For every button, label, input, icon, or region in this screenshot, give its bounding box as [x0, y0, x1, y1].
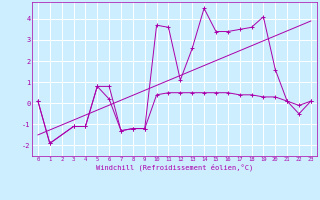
- X-axis label: Windchill (Refroidissement éolien,°C): Windchill (Refroidissement éolien,°C): [96, 164, 253, 171]
